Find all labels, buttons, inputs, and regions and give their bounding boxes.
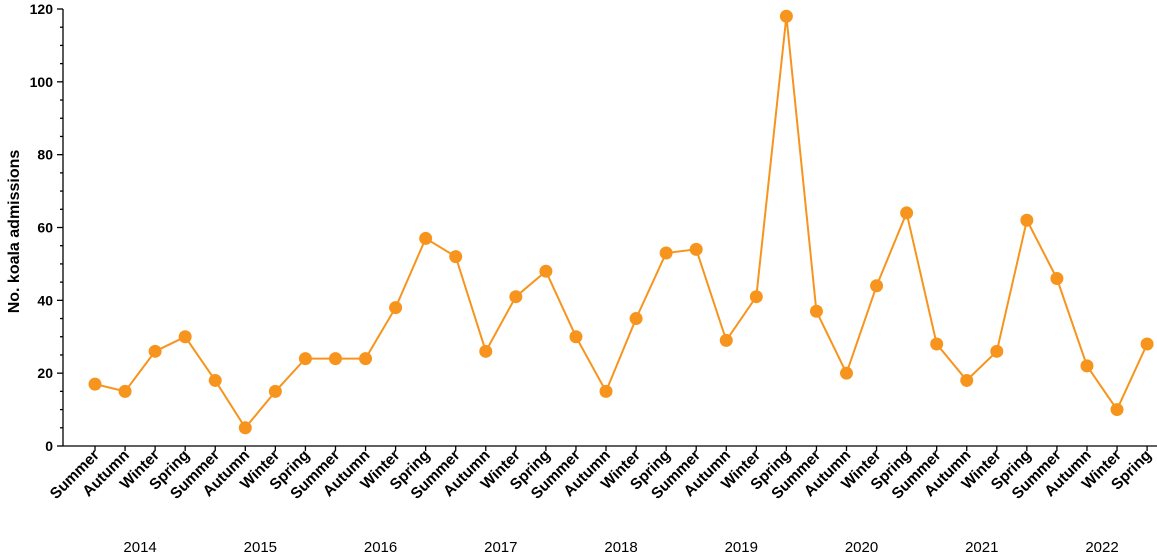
year-labels: 2014 2015 2016 2017 2018 2019 2020 2021 2022 bbox=[123, 539, 1118, 556]
year-label: 2022 bbox=[1085, 539, 1118, 556]
year-label: 2019 bbox=[725, 539, 758, 556]
data-point bbox=[900, 206, 914, 220]
year-label: 2015 bbox=[244, 539, 277, 556]
data-point bbox=[659, 246, 673, 260]
data-point bbox=[1080, 359, 1094, 373]
year-label: 2014 bbox=[123, 539, 156, 556]
data-point bbox=[148, 344, 162, 358]
data-point bbox=[178, 330, 192, 344]
data-point bbox=[719, 333, 733, 347]
data-point bbox=[569, 330, 583, 344]
data-point bbox=[389, 301, 403, 315]
data-point bbox=[749, 290, 763, 304]
data-point bbox=[689, 242, 703, 256]
data-point bbox=[809, 304, 823, 318]
data-point bbox=[118, 384, 132, 398]
data-point bbox=[599, 384, 613, 398]
data-point bbox=[268, 384, 282, 398]
y-tick-label: 120 bbox=[30, 1, 54, 17]
data-point bbox=[779, 9, 793, 23]
y-tick-label: 60 bbox=[37, 220, 53, 236]
series-admissions bbox=[88, 9, 1154, 435]
data-point bbox=[629, 312, 643, 326]
data-point bbox=[328, 352, 342, 366]
x-category-labels: SummerAutumnWinterSpringSummerAutumnWint… bbox=[47, 447, 1155, 503]
data-point bbox=[479, 344, 493, 358]
x-axis bbox=[63, 445, 1157, 451]
data-point bbox=[449, 250, 463, 264]
data-point bbox=[88, 377, 102, 391]
data-point bbox=[1140, 337, 1154, 351]
data-point bbox=[1110, 403, 1124, 417]
data-point bbox=[298, 352, 312, 366]
series-line bbox=[94, 16, 1149, 430]
data-point bbox=[960, 373, 974, 387]
data-point bbox=[208, 373, 222, 387]
y-tick-label: 80 bbox=[37, 147, 53, 163]
data-point bbox=[238, 421, 252, 435]
data-point bbox=[539, 264, 553, 278]
year-label: 2016 bbox=[364, 539, 397, 556]
y-tick-label: 100 bbox=[30, 74, 54, 90]
year-label: 2021 bbox=[965, 539, 998, 556]
y-axis: 0 20 40 60 80 100 120 bbox=[30, 1, 64, 454]
y-tick-label: 40 bbox=[37, 292, 53, 308]
year-label: 2017 bbox=[484, 539, 517, 556]
data-point bbox=[1020, 213, 1034, 227]
data-point bbox=[359, 352, 373, 366]
data-point bbox=[870, 279, 884, 293]
data-point bbox=[990, 344, 1004, 358]
data-point bbox=[509, 290, 523, 304]
data-point bbox=[419, 231, 433, 245]
y-axis-title: No. koala admissions bbox=[6, 150, 23, 314]
year-label: 2018 bbox=[604, 539, 637, 556]
year-label: 2020 bbox=[845, 539, 878, 556]
data-point bbox=[1050, 271, 1064, 285]
data-point bbox=[930, 337, 944, 351]
y-tick-label: 20 bbox=[37, 365, 53, 381]
data-point bbox=[840, 366, 853, 380]
y-tick-label: 0 bbox=[45, 438, 53, 454]
